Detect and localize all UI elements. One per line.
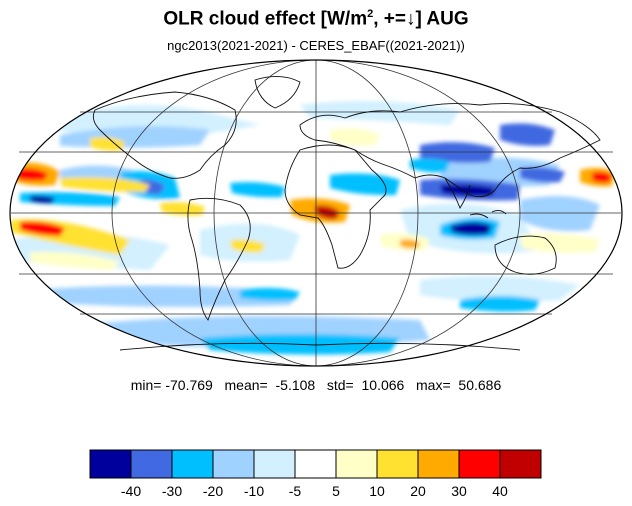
colorbar-label: 5	[332, 483, 340, 496]
colorbar-box	[171, 449, 214, 479]
colorbar-label: 20	[410, 483, 426, 496]
colorbar-label: -5	[289, 483, 302, 496]
colorbar-label: -20	[203, 483, 223, 496]
colorbar-label: 40	[492, 483, 508, 496]
colorbar-box	[130, 449, 173, 479]
map-outline	[9, 59, 623, 367]
colorbar-label: -40	[121, 483, 141, 496]
plot-title: OLR cloud effect [W/m2, +=↓] AUG	[163, 8, 469, 30]
colorbar-box	[458, 449, 501, 479]
colorbar-box	[335, 449, 378, 479]
colorbar-box	[417, 449, 460, 479]
coastlines	[92, 76, 601, 351]
statistics-line: min= -70.769 mean= -5.108 std= 10.066 ma…	[130, 377, 502, 393]
colorbar-label: -30	[162, 483, 182, 496]
colorbar-label: -10	[244, 483, 264, 496]
colorbar-label: 30	[451, 483, 467, 496]
plot-subtitle: ngc2013(2021-2021) - CERES_EBAF((2021-20…	[167, 38, 465, 53]
colorbar-box	[499, 449, 542, 479]
graticule	[11, 59, 621, 367]
colorbar-box	[294, 449, 337, 479]
colorbar: -40 -30 -20 -10 -5 5 10 20 30 40	[89, 449, 542, 496]
colorbar-label: 10	[369, 483, 385, 496]
colorbar-box	[89, 449, 132, 479]
mollweide-map	[9, 59, 623, 367]
colorbar-box	[376, 449, 419, 479]
colorbar-box	[212, 449, 255, 479]
colorbar-box	[253, 449, 296, 479]
